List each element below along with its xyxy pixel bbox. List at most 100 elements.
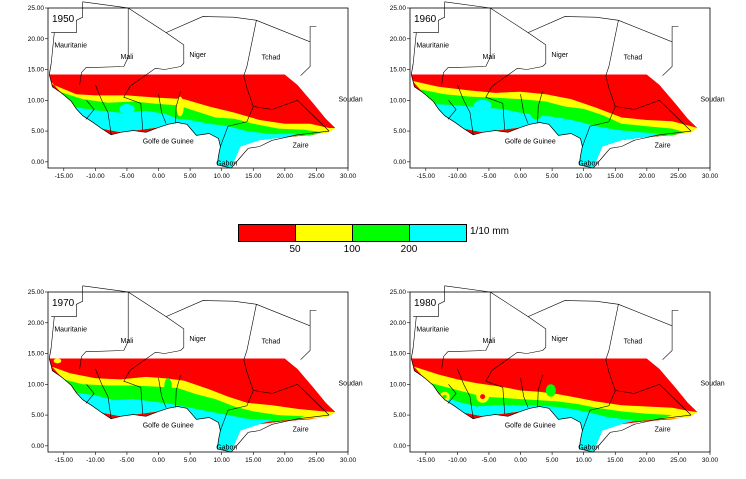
country-border <box>220 75 254 147</box>
country-border <box>128 291 185 371</box>
y-tick-label: 15.00 <box>390 67 407 74</box>
y-tick-label: 5.00 <box>393 412 406 419</box>
country-border <box>520 94 529 124</box>
x-tick-label: 15.00 <box>245 173 262 180</box>
x-tick-label: 20.00 <box>277 457 294 464</box>
country-border <box>158 94 167 124</box>
country-border <box>82 1 129 9</box>
country-border <box>175 375 181 408</box>
country-border <box>412 1 445 64</box>
coastline <box>410 358 594 453</box>
country-label-tchad: Tchad <box>262 55 281 62</box>
country-border <box>85 384 95 404</box>
country-border <box>615 99 692 132</box>
x-tick-label: 30.00 <box>702 173 719 180</box>
south-border <box>592 432 611 453</box>
y-tick-label: 0.00 <box>393 443 406 450</box>
country-label-golfe: Golfe de Guinee <box>505 422 556 429</box>
country-border <box>248 414 330 433</box>
country-border <box>490 7 547 87</box>
country-border <box>457 84 474 135</box>
rain-spot <box>119 104 135 114</box>
country-label-soudan: Soudan <box>701 97 725 104</box>
band-cyan <box>70 106 298 168</box>
y-tick-label: 0.00 <box>393 159 406 166</box>
x-tick-label: -15.00 <box>55 173 74 180</box>
band-cyan <box>76 392 273 452</box>
country-border <box>582 359 616 431</box>
country-border <box>123 370 143 414</box>
country-border <box>527 16 619 76</box>
y-tick-label: 15.00 <box>390 351 407 358</box>
country-border <box>444 285 491 293</box>
country-border <box>253 383 330 416</box>
south-border <box>592 148 611 169</box>
rain-spot <box>530 105 543 120</box>
coastline <box>410 74 594 169</box>
country-border <box>527 300 619 360</box>
y-tick-label: 10.00 <box>390 97 407 104</box>
rain-zone <box>411 358 698 452</box>
west-coast <box>410 347 414 359</box>
x-tick-label: 30.00 <box>702 457 719 464</box>
x-tick-label: -10.00 <box>448 457 467 464</box>
map-1960: 25.00 20.00 15.00 10.00 5.00 0.00 -15.00 -10.00… <box>390 1 725 180</box>
country-label-tchad: Tchad <box>624 55 643 62</box>
map-panel-1950: 25.00 20.00 15.00 10.00 5.00 0.00 -15.00 -10.00… <box>28 1 363 190</box>
country-border <box>615 383 692 416</box>
coastline <box>48 358 232 453</box>
country-label-mauritanie: Mauritanie <box>416 42 449 49</box>
x-tick-label: 25.00 <box>308 173 325 180</box>
y-tick-label: 5.00 <box>393 128 406 135</box>
x-tick-label: 10.00 <box>576 173 593 180</box>
y-tick-label: 5.00 <box>31 128 44 135</box>
rain-spot <box>164 378 172 396</box>
country-border <box>253 99 330 132</box>
x-tick-label: -10.00 <box>86 457 105 464</box>
legend-tick-50: 50 <box>289 244 301 255</box>
map-panel-1960: 25.00 20.00 15.00 10.00 5.00 0.00 -15.00 -10.00… <box>390 1 725 190</box>
x-tick-label: 15.00 <box>245 457 262 464</box>
rain-spot <box>442 394 447 399</box>
country-label-gabon: Gabon <box>578 445 599 452</box>
country-label-golfe: Golfe de Guinee <box>143 422 194 429</box>
legend-unit: 1/10 mm <box>470 226 509 237</box>
x-tick-label: -15.00 <box>417 173 436 180</box>
x-tick-label: 15.00 <box>607 457 624 464</box>
country-label-niger: Niger <box>189 52 206 59</box>
country-label-mali: Mali <box>121 338 134 345</box>
country-border <box>412 285 445 348</box>
y-tick-label: 10.00 <box>28 381 45 388</box>
x-tick-label: 10.00 <box>576 457 593 464</box>
country-border <box>671 310 679 326</box>
rain-spot <box>545 384 556 397</box>
x-tick-label: -5.00 <box>482 173 497 180</box>
country-border <box>457 368 474 419</box>
country-label-gabon: Gabon <box>216 161 237 168</box>
country-label-niger: Niger <box>551 52 568 59</box>
country-border <box>485 86 505 130</box>
country-border <box>165 300 257 360</box>
country-label-soudan: Soudan <box>339 97 363 104</box>
year-label: 1950 <box>52 14 75 25</box>
x-tick-label: -5.00 <box>120 457 135 464</box>
country-border <box>50 285 83 348</box>
x-tick-label: 20.00 <box>639 173 656 180</box>
country-border <box>158 378 167 408</box>
rain-spot <box>176 96 184 117</box>
y-tick-label: 15.00 <box>28 67 45 74</box>
y-tick-label: 10.00 <box>28 97 45 104</box>
country-border <box>447 100 457 120</box>
y-tick-label: 25.00 <box>28 5 45 12</box>
x-tick-label: 0.00 <box>514 457 527 464</box>
year-label: 1960 <box>414 14 437 25</box>
legend-tick-100: 100 <box>343 244 361 255</box>
country-border <box>610 130 692 149</box>
x-tick-label: 25.00 <box>670 457 687 464</box>
x-tick-label: 5.00 <box>184 457 197 464</box>
country-label-mali: Mali <box>483 54 496 61</box>
coastline <box>48 74 232 169</box>
country-border <box>175 91 181 124</box>
x-tick-label: 5.00 <box>184 173 197 180</box>
y-tick-label: 25.00 <box>28 289 45 296</box>
